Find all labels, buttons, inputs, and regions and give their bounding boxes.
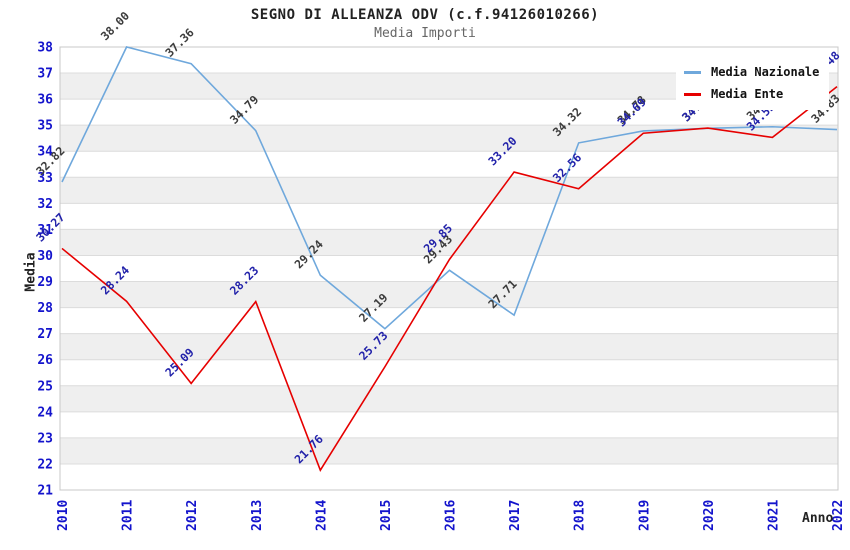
y-tick-label: 36	[37, 93, 53, 108]
y-axis-label: Media	[23, 252, 39, 292]
series-line	[61, 85, 838, 472]
chart-subtitle: Media Importi	[374, 26, 476, 41]
legend-item: Media Nazionale	[684, 61, 819, 83]
band	[60, 177, 838, 204]
x-tick-label: 2016	[444, 500, 459, 531]
x-tick-label: 2017	[508, 500, 523, 531]
legend-dash-icon	[684, 92, 701, 96]
band	[60, 125, 838, 152]
y-tick-label: 22	[37, 457, 53, 472]
y-tick-label: 38	[37, 41, 53, 56]
x-tick-label: 2011	[121, 500, 136, 531]
band	[60, 385, 838, 412]
plot-border	[59, 46, 839, 491]
legend-item: Media Ente	[684, 83, 819, 105]
y-tick-label: 34	[37, 145, 53, 160]
y-tick-label: 31	[37, 223, 53, 238]
x-tick-label: 2012	[185, 500, 200, 531]
band	[60, 229, 838, 256]
y-tick-label: 37	[37, 67, 53, 82]
y-tick-label: 32	[37, 197, 53, 212]
x-tick-label: 2019	[637, 500, 652, 531]
x-tick-label: 2014	[314, 500, 329, 531]
y-tick-label: 35	[37, 119, 53, 134]
x-tick-label: 2020	[702, 500, 717, 531]
y-tick-label: 26	[37, 353, 53, 368]
legend-dash-icon	[684, 70, 701, 74]
y-tick-label: 23	[37, 431, 53, 446]
y-tick-label: 29	[37, 275, 53, 290]
legend-label: Media Nazionale	[711, 65, 820, 79]
y-tick-label: 21	[37, 484, 53, 499]
y-tick-label: 33	[37, 171, 53, 186]
band	[60, 437, 838, 464]
y-tick-label: 27	[37, 327, 53, 342]
legend-label: Media Ente	[711, 87, 784, 101]
band	[60, 281, 838, 308]
x-tick-label: 2021	[766, 500, 781, 531]
y-tick-label: 30	[37, 249, 53, 264]
band	[60, 333, 838, 360]
x-tick-label: 2015	[379, 500, 394, 531]
legend: Media Nazionale Media Ente	[676, 56, 830, 110]
x-tick-label: 2010	[56, 500, 71, 531]
x-tick-label: 2022	[831, 500, 846, 531]
y-tick-label: 24	[37, 405, 53, 420]
x-tick-label: 2018	[573, 500, 588, 531]
x-tick-label: 2013	[250, 500, 265, 531]
x-axis-label: Anno	[802, 511, 834, 526]
y-tick-label: 25	[37, 379, 53, 394]
chart-title: SEGNO DI ALLEANZA ODV (c.f.94126010266)	[250, 7, 600, 23]
value-label: 38.00	[98, 9, 132, 43]
y-tick-label: 28	[37, 301, 53, 316]
value-label: 37.36	[162, 25, 196, 59]
